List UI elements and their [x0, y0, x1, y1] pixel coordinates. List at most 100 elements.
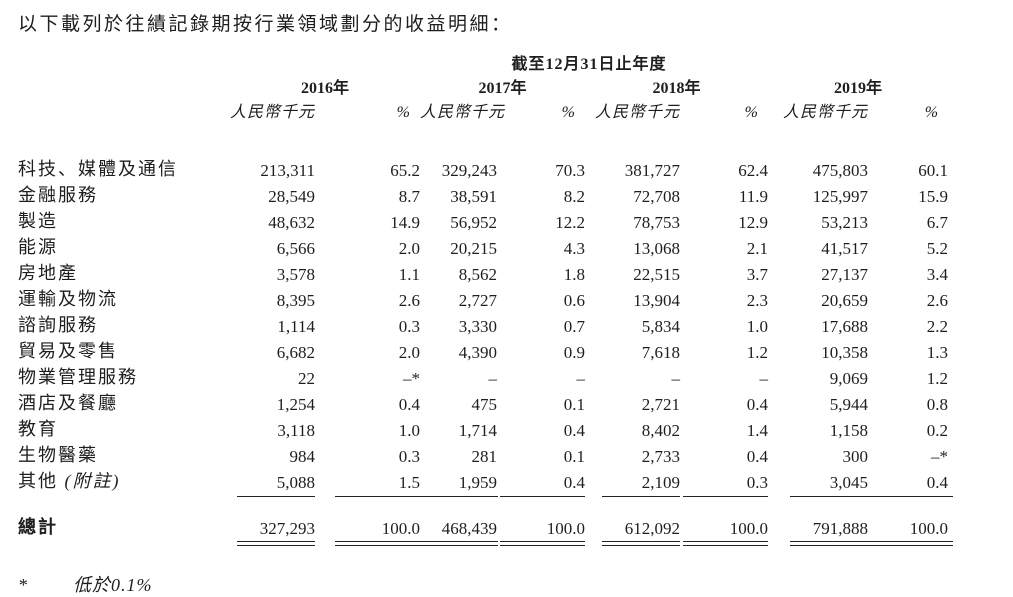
table-row: 教育 3,118 1.0 1,714 0.4 8,402 1.4 1,158 0.2 — [18, 415, 948, 441]
row-label: 科技、媒體及通信 — [18, 159, 178, 179]
pct-cell: 1.1 — [398, 265, 420, 284]
pct-cell: 0.4 — [563, 421, 585, 440]
double-rule-row — [18, 539, 953, 550]
amount-cell: 984 — [289, 447, 316, 466]
amount-cell: 8,395 — [276, 291, 315, 310]
pct-cell: 8.7 — [398, 187, 420, 206]
amount-cell: 48,632 — [268, 213, 315, 232]
single-rule-row — [18, 493, 953, 497]
amount-cell: 17,688 — [821, 317, 868, 336]
pct-cell: 70.3 — [555, 161, 585, 180]
total-pct-cell: 100.0 — [381, 519, 420, 538]
row-label-note: (附註) — [64, 471, 121, 491]
pct-cell: 1.0 — [398, 421, 420, 440]
amount-cell: 213,311 — [260, 161, 315, 180]
amount-cell: 281 — [471, 447, 498, 466]
pct-cell: 14.9 — [390, 213, 420, 232]
pct-cell: 0.4 — [563, 473, 585, 492]
pct-cell: –* — [403, 369, 420, 388]
amount-cell: 3,045 — [829, 473, 868, 492]
total-label: 總計 — [18, 517, 58, 537]
amount-cell: 1,959 — [458, 473, 497, 492]
table-row: 貿易及零售 6,682 2.0 4,390 0.9 7,618 1.2 10,358 1.3 — [18, 337, 948, 363]
row-label: 金融服務 — [18, 185, 98, 205]
pct-cell: 1.4 — [746, 421, 768, 440]
total-amount-cell: 791,888 — [812, 519, 868, 538]
total-amount-cell: 468,439 — [441, 519, 497, 538]
pct-cell: 4.3 — [563, 239, 585, 258]
amount-cell: 3,330 — [458, 317, 497, 336]
period-header-row: 截至12月31日止年度 — [18, 50, 948, 74]
column-rule — [500, 496, 585, 497]
pct-cell: 2.2 — [926, 317, 949, 336]
pct-cell: 11.9 — [738, 187, 768, 206]
pct-cell: 0.9 — [563, 343, 585, 362]
table-row: 其他 (附註) 5,088 1.5 1,959 0.4 2,109 0.3 3,045 0.4 — [18, 467, 948, 493]
column-rule — [683, 496, 768, 497]
amount-cell: 2,727 — [458, 291, 497, 310]
amount-cell: 38,591 — [450, 187, 497, 206]
total-gap — [18, 497, 948, 512]
percent-header: % — [744, 104, 758, 121]
total-pct-cell: 100.0 — [729, 519, 768, 538]
pct-cell: – — [576, 369, 586, 388]
year-header-2019: 2019年 — [834, 80, 883, 97]
year-header-row: 2016年 2017年 2018年 2019年 — [18, 74, 948, 98]
amount-cell: – — [488, 369, 498, 388]
amount-cell: 7,618 — [641, 343, 680, 362]
table-footer: 總計 327,293 100.0 468,439 100.0 612,092 1… — [18, 493, 953, 550]
column-rule — [420, 496, 498, 497]
amount-cell: 5,834 — [641, 317, 680, 336]
amount-cell: 13,068 — [633, 239, 680, 258]
pct-cell: 1.3 — [926, 343, 949, 362]
amount-cell: 3,118 — [277, 421, 315, 440]
row-label: 房地產 — [18, 263, 78, 283]
amount-cell: 6,566 — [276, 239, 315, 258]
pct-cell: –* — [931, 447, 949, 466]
pct-cell: 0.2 — [926, 421, 949, 440]
table-row: 金融服務 28,549 8.7 38,591 8.2 72,708 11.9 125,997 1… — [18, 181, 948, 207]
row-label: 貿易及零售 — [18, 341, 118, 361]
pct-cell: 12.9 — [738, 213, 768, 232]
total-amount-cell: 612,092 — [624, 519, 680, 538]
amount-cell: 2,733 — [641, 447, 680, 466]
pct-cell: 60.1 — [918, 161, 949, 180]
unit-header-row: 人民幣千元 % 人民幣千元 % 人民幣千元 % 人民幣千元 % — [18, 98, 948, 122]
amount-cell: 78,753 — [633, 213, 680, 232]
column-rule — [237, 496, 315, 497]
column-rule — [790, 496, 868, 497]
amount-cell: 125,997 — [812, 187, 868, 206]
footnote: * 低於0.1% — [18, 571, 1013, 597]
amount-cell: 1,158 — [829, 421, 868, 440]
pct-cell: 65.2 — [390, 161, 420, 180]
pct-cell: 5.2 — [926, 239, 949, 258]
amount-cell: 5,088 — [276, 473, 315, 492]
amount-cell: – — [671, 369, 681, 388]
pct-cell: 1.2 — [746, 343, 768, 362]
amount-cell: 5,944 — [829, 395, 868, 414]
amount-cell: 381,727 — [624, 161, 680, 180]
year-header-2016: 2016年 — [300, 80, 349, 97]
amount-cell: 8,402 — [641, 421, 680, 440]
row-label: 教育 — [18, 419, 58, 439]
pct-cell: 2.6 — [398, 291, 420, 310]
amount-cell: 475,803 — [812, 161, 868, 180]
amount-cell: 53,213 — [821, 213, 868, 232]
amount-unit-header: 人民幣千元 — [420, 104, 506, 121]
pct-cell: – — [759, 369, 769, 388]
period-header: 截至12月31日止年度 — [511, 56, 667, 73]
pct-cell: 0.4 — [398, 395, 420, 414]
pct-cell: 2.1 — [746, 239, 768, 258]
pct-cell: 12.2 — [555, 213, 585, 232]
amount-cell: 72,708 — [633, 187, 680, 206]
amount-cell: 20,659 — [821, 291, 868, 310]
row-label: 運輸及物流 — [18, 289, 118, 309]
pct-cell: 0.4 — [926, 473, 949, 492]
amount-cell: 4,390 — [458, 343, 497, 362]
column-double-rule — [500, 541, 585, 546]
amount-cell: 9,069 — [829, 369, 868, 388]
column-double-rule — [868, 541, 953, 546]
table-body: 科技、媒體及通信 213,311 65.2 329,243 70.3 381,727 62.… — [18, 155, 948, 493]
amount-cell: 56,952 — [450, 213, 497, 232]
amount-cell: 6,682 — [276, 343, 315, 362]
